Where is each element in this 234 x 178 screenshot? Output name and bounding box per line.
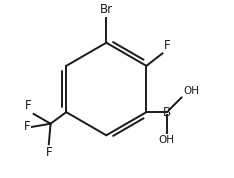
Text: F: F (23, 120, 30, 134)
Text: F: F (25, 99, 32, 112)
Text: F: F (45, 146, 52, 159)
Text: B: B (163, 106, 171, 119)
Text: OH: OH (183, 86, 199, 96)
Text: Br: Br (100, 3, 113, 16)
Text: F: F (164, 39, 171, 52)
Text: OH: OH (159, 135, 175, 145)
